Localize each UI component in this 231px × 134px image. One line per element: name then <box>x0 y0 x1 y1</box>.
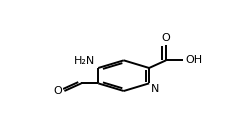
Text: OH: OH <box>184 55 201 65</box>
Text: O: O <box>161 33 170 43</box>
Text: N: N <box>151 84 159 94</box>
Text: H₂N: H₂N <box>74 56 95 66</box>
Text: O: O <box>53 86 61 96</box>
